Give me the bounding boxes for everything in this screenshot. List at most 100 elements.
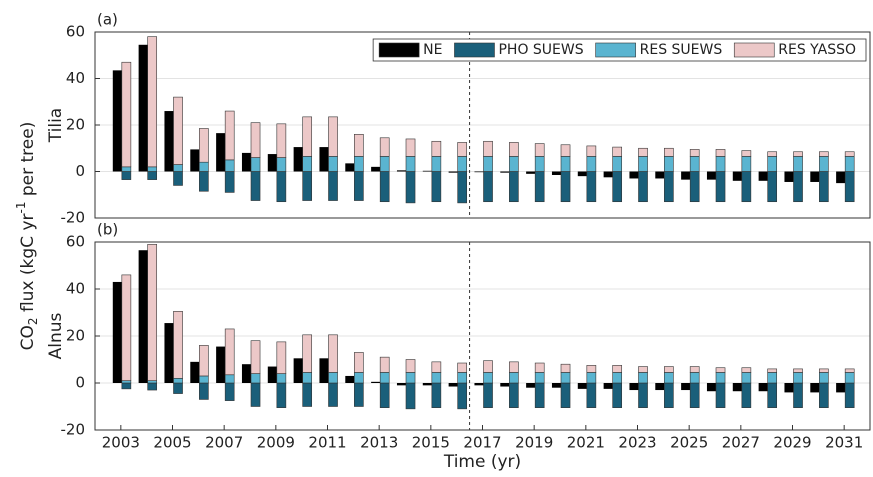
bar [638,147,648,157]
y-tick-label: -20 [61,421,86,439]
bar [586,145,597,157]
bar [732,171,742,181]
species-label: Tilia [46,108,66,143]
bar [509,156,519,172]
bar [276,373,287,384]
bar [302,116,313,157]
bar [354,156,364,172]
bar [371,166,381,172]
y-label-sup: -1 [14,202,28,214]
bar [560,372,571,384]
bar [560,144,571,157]
bar [603,171,613,178]
x-tick-label: 2017 [463,434,501,452]
bar [147,244,158,381]
bar [199,171,209,192]
bar [379,356,390,373]
bar [612,382,623,408]
bar [241,152,251,172]
bar [758,171,768,181]
bar [534,362,545,373]
x-tick-label: 2023 [618,434,656,452]
bar [534,372,545,384]
bar [241,364,251,383]
bar [664,372,674,384]
y-tick-label: 0 [75,374,85,392]
bar [405,382,416,410]
bar [405,372,416,384]
bar [422,170,432,172]
bar [147,36,158,168]
legend: NE PHO SUEWS RES SUEWS RES YASSO [372,38,867,62]
x-tick-label: 2031 [825,434,863,452]
bar [483,140,493,157]
bar [250,122,261,158]
bar [689,366,700,373]
bar [767,382,778,408]
bar [586,382,597,408]
bar [302,372,313,384]
bar [612,146,623,157]
bar [319,147,329,172]
legend-swatch [595,42,636,58]
legend-swatch [378,42,420,58]
bar [767,151,778,157]
bar [793,372,803,384]
bar [664,156,674,172]
bar [474,383,484,386]
species-label: Alnus [46,312,66,359]
bar [328,116,338,157]
bar [250,382,261,407]
bar [784,171,794,182]
bar [405,156,416,172]
bar [741,382,752,408]
bar [689,171,700,203]
bar [276,123,287,158]
bar [509,361,519,373]
bar [767,372,778,384]
bar [405,171,416,204]
bar [112,70,122,172]
y-tick-label: 40 [66,280,85,298]
bar [371,381,381,383]
bar [741,156,752,172]
bar [250,340,261,374]
bar [379,171,390,203]
x-axis-label: Time (yr) [443,452,521,472]
bar [147,171,158,180]
bar [345,375,355,383]
bar [819,171,829,203]
bar [758,383,768,392]
bar [629,383,639,391]
bar [173,382,183,394]
bar [586,365,597,373]
bar [638,382,648,408]
bar [793,368,803,373]
bar [819,372,829,384]
bar [793,171,803,203]
bar [664,382,674,408]
bar [328,372,338,384]
bar [612,156,623,172]
bar [689,149,700,157]
bar [483,360,493,373]
bar [431,156,442,172]
bar [767,368,778,373]
bar [638,156,648,172]
bar [810,171,820,182]
panel-label: (b) [97,221,118,239]
bar [500,383,510,387]
bar [224,374,235,384]
bar [328,382,338,407]
legend-label: NE [423,42,442,58]
bar [250,373,261,384]
bar [586,171,597,203]
bar [422,383,432,386]
bar [224,110,235,161]
bar [328,334,338,373]
bar [844,156,855,172]
legend-swatch [733,42,775,58]
bar [715,372,726,384]
